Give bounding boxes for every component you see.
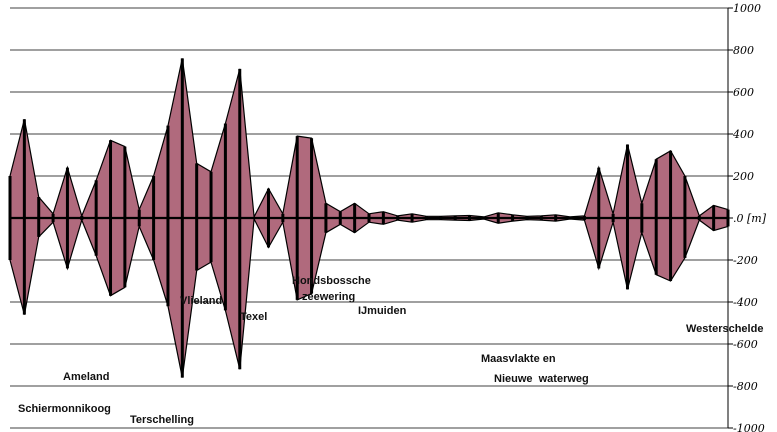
label-maasvlakte: Maasvlakte en xyxy=(481,353,556,365)
y-tick-label: 1000 xyxy=(733,2,761,15)
label-ijmuiden: IJmuiden xyxy=(358,305,407,317)
label-zeewering: zeewering xyxy=(302,291,355,303)
label-nieuwe-waterweg: Nieuwe waterweg xyxy=(494,373,589,385)
y-tick-label: -800 xyxy=(733,380,758,393)
y-tick-label: 400 xyxy=(732,128,754,141)
y-tick-label: 800 xyxy=(733,44,754,57)
label-vlieland: Vlieland xyxy=(180,295,222,307)
y-tick-label: -400 xyxy=(733,296,758,309)
y-tick-label: 600 xyxy=(733,86,754,99)
label-schiermonnikoog: Schiermonnikoog xyxy=(18,403,111,415)
label-texel: Texel xyxy=(240,311,267,323)
label-westerschelde: Westerschelde xyxy=(686,323,763,335)
label-terschelling: Terschelling xyxy=(130,414,194,426)
label-hondsbossche: Hondsbossche xyxy=(292,275,371,287)
y-tick-label: -600 xyxy=(733,338,758,351)
y-tick-label: -1000 xyxy=(733,422,765,432)
label-ameland: Ameland xyxy=(63,371,109,383)
y-tick-label: -200 xyxy=(733,254,758,267)
y-tick-label: .0 [m] xyxy=(733,212,767,225)
tick-layer: 1000 800 600 400 200 .0 [m] -200 -400 -600 -800 -1… xyxy=(728,2,767,432)
y-tick-label: 200 xyxy=(732,170,754,183)
